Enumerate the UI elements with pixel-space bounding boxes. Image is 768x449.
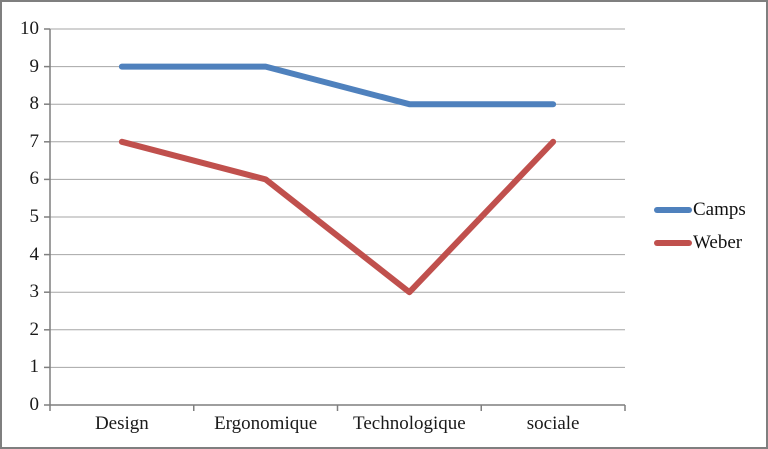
y-axis-label-4: 4 [29, 243, 40, 265]
series-line-weber [118, 138, 557, 296]
y-axis-label-6: 6 [29, 168, 40, 190]
y-axis-label-0: 0 [29, 394, 40, 415]
y-axis-label-10: 10 [20, 18, 39, 39]
series-line-camps [118, 63, 557, 108]
legend-label-weber: Weber [693, 232, 743, 253]
legend-swatch-camps [654, 207, 692, 213]
x-axis-label-design: Design [94, 413, 149, 434]
legend-swatch-weber [654, 240, 692, 246]
x-axis-label-sociale: sociale [526, 413, 580, 434]
y-axis-label-3: 3 [29, 281, 40, 303]
legend-item-weber: Weber [654, 231, 742, 255]
y-axis-label-9: 9 [29, 55, 40, 77]
x-axis-label-technologique: Technologique [353, 413, 466, 434]
y-axis-label-7: 7 [29, 130, 40, 152]
y-axis-label-2: 2 [29, 318, 40, 340]
y-axis-label-8: 8 [29, 93, 40, 115]
y-axis-label-1: 1 [29, 356, 40, 378]
legend-label-camps: Camps [693, 199, 746, 220]
y-axis-label-5: 5 [29, 206, 40, 227]
x-axis-label-ergonomique: Ergonomique [214, 413, 318, 434]
legend-item-camps: Camps [654, 198, 746, 222]
